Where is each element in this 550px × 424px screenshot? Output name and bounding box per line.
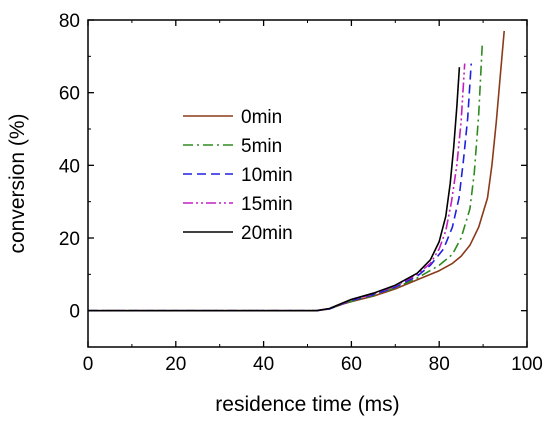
- x-tick-label: 0: [83, 354, 94, 375]
- y-tick-label: 0: [69, 302, 80, 323]
- y-tick-label: 60: [59, 84, 80, 105]
- series-lines: [88, 30, 505, 312]
- y-axis-title: conversion (%): [6, 113, 29, 253]
- x-tick-label: 100: [511, 354, 543, 375]
- legend-label: 15min: [241, 194, 293, 215]
- x-tick-label: 60: [341, 354, 362, 375]
- legend-label: 20min: [241, 223, 293, 244]
- legend-label: 0min: [241, 107, 282, 128]
- x-axis-title: residence time (ms): [215, 393, 399, 416]
- x-tick-label: 40: [253, 354, 274, 375]
- y-tick-label: 40: [59, 156, 80, 177]
- axis-ticks: [87, 19, 528, 348]
- legend: 0min 5min 10min 15min 20min: [183, 107, 293, 244]
- series-line-15min: [88, 63, 466, 312]
- legend-label: 5min: [241, 136, 282, 157]
- series-line-0min: [88, 30, 505, 312]
- x-tick-label: 20: [165, 354, 186, 375]
- axis-tick-labels: 0 20 40 60 80 100 0 20 40 60 80: [59, 11, 543, 375]
- series-line-20min: [88, 67, 461, 312]
- y-tick-label: 20: [59, 229, 80, 250]
- x-tick-label: 80: [429, 354, 450, 375]
- legend-label: 10min: [241, 165, 293, 186]
- series-line-10min: [88, 63, 472, 312]
- y-tick-label: 80: [59, 11, 80, 32]
